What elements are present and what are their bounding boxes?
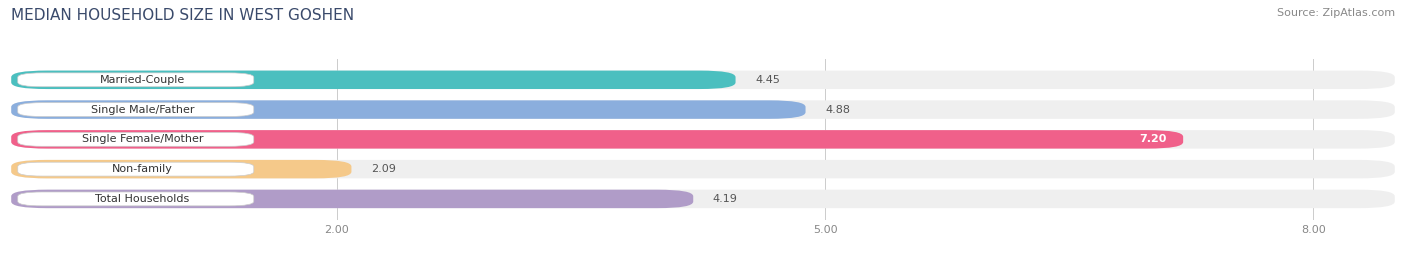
Text: Single Female/Mother: Single Female/Mother [82,134,202,144]
Text: 4.19: 4.19 [713,194,738,204]
FancyBboxPatch shape [11,130,1395,148]
Text: Source: ZipAtlas.com: Source: ZipAtlas.com [1277,8,1395,18]
Text: 2.09: 2.09 [371,164,396,174]
FancyBboxPatch shape [11,130,1184,148]
FancyBboxPatch shape [11,160,1395,178]
Text: Single Male/Father: Single Male/Father [90,105,194,115]
Text: MEDIAN HOUSEHOLD SIZE IN WEST GOSHEN: MEDIAN HOUSEHOLD SIZE IN WEST GOSHEN [11,8,354,23]
FancyBboxPatch shape [11,100,1395,119]
Text: Non-family: Non-family [112,164,173,174]
Text: 4.88: 4.88 [825,105,851,115]
FancyBboxPatch shape [11,70,1395,89]
Text: 7.20: 7.20 [1139,134,1167,144]
Text: 4.45: 4.45 [755,75,780,85]
FancyBboxPatch shape [11,160,352,178]
FancyBboxPatch shape [18,73,253,87]
FancyBboxPatch shape [11,70,735,89]
Text: Total Households: Total Households [96,194,190,204]
FancyBboxPatch shape [18,103,253,117]
FancyBboxPatch shape [18,132,253,146]
FancyBboxPatch shape [18,162,253,176]
FancyBboxPatch shape [11,190,693,208]
Text: Married-Couple: Married-Couple [100,75,186,85]
FancyBboxPatch shape [11,100,806,119]
FancyBboxPatch shape [11,190,1395,208]
FancyBboxPatch shape [18,192,253,206]
